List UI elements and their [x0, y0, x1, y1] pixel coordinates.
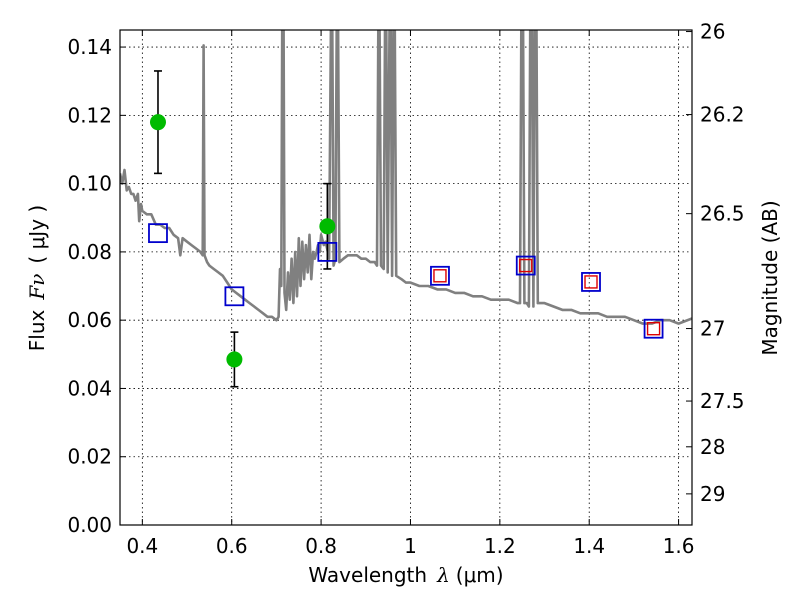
nir-point-square: [646, 322, 661, 336]
y-tick-label: 0.08: [67, 240, 112, 264]
x-tick-label: 0.4: [126, 534, 158, 558]
y-axis-ticks: 0.00 0.02 0.04 0.06 0.08 0.10 0.12 0.14: [67, 35, 126, 537]
model-photometry-square: [148, 223, 168, 244]
x-axis-title: Wavelength λ (μm): [308, 563, 503, 587]
y2-tick-label: 28: [700, 435, 725, 459]
model-photometry-square: [317, 241, 338, 262]
model-photometry-square: [581, 272, 601, 292]
y-axis-title-unit: ( μJy ): [25, 205, 49, 264]
observed-point: [226, 351, 243, 368]
y-axis-title: Flux Fν ( μJy ): [25, 205, 49, 351]
y2-tick-label: 27: [700, 317, 725, 341]
x-tick-label: 1.4: [573, 534, 605, 558]
y-axis-title-symbol: Fν: [25, 274, 49, 301]
model-photometry-square: [515, 255, 536, 276]
x-tick-label: 1.6: [663, 534, 695, 558]
plot-frame: [119, 29, 693, 526]
y2-tick-label: 26.2: [700, 103, 745, 127]
model-photometry-square: [224, 286, 245, 307]
x-axis-title-text: Wavelength: [308, 563, 427, 587]
model-photometry-square: [430, 265, 450, 286]
y2-tick-label: 27.5: [700, 389, 745, 413]
y-tick-label: 0.12: [67, 103, 112, 127]
data-markers: [148, 70, 664, 388]
grid-lines: [120, 30, 692, 526]
model-photometry-square: [643, 318, 664, 339]
nir-point-square: [433, 269, 447, 283]
observed-point: [319, 218, 336, 235]
x-tick-label: 1.2: [484, 534, 516, 558]
x-tick-label: 0.6: [216, 534, 248, 558]
nir-point-square: [584, 275, 598, 289]
x-axis-ticks: 0.4 0.6 0.8 1 1.2 1.4 1.6: [126, 30, 695, 558]
y-axis-title-text: Flux: [25, 309, 49, 351]
y2-axis-title: Magnitude (AB): [758, 200, 782, 355]
x-tick-label: 1: [404, 534, 417, 558]
y2-tick-label: 26: [700, 20, 725, 44]
x-axis-title-unit: (μm): [456, 563, 504, 587]
y-tick-label: 0.06: [67, 308, 112, 332]
y2-tick-label: 29: [700, 482, 725, 506]
observed-point: [149, 114, 166, 131]
x-axis-title-symbol: λ: [436, 563, 450, 587]
y2-axis-ticks: 26 26.2 26.5 27 27.5 28 29: [686, 20, 745, 506]
y-tick-label: 0.02: [67, 445, 112, 469]
nir-point-square: [519, 258, 533, 273]
y2-tick-label: 26.5: [700, 202, 745, 226]
y-tick-label: 0.04: [67, 376, 112, 400]
y-tick-label: 0.14: [67, 35, 112, 59]
y-tick-label: 0.10: [67, 172, 112, 196]
y-tick-label: 0.00: [67, 513, 112, 537]
x-tick-label: 0.8: [305, 534, 337, 558]
